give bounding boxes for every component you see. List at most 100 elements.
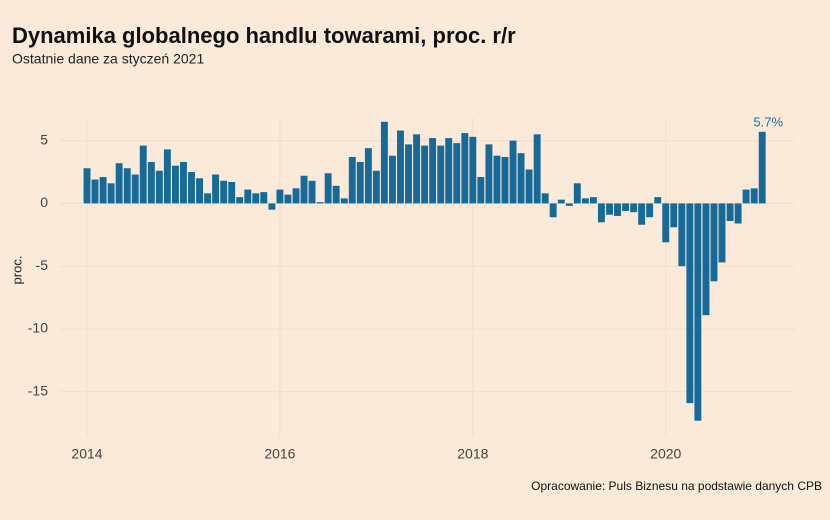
bar [284,194,292,204]
bar [686,203,694,404]
bar [533,134,541,204]
bar [622,203,629,211]
caption: Opracowanie: Puls Biznesu na podstawie d… [531,479,822,493]
bar [228,182,236,204]
bar [437,145,445,204]
bar [139,145,147,204]
bar [710,203,718,282]
bar [525,169,533,204]
chart-title: Dynamika globalnego handlu towarami, pro… [12,23,516,48]
bar [91,179,99,204]
y-tick-label: 5 [40,131,48,147]
bar [372,170,380,204]
y-tick-label: -10 [28,320,48,336]
bar [220,180,228,204]
bar [517,153,525,204]
chart-subtitle: Ostatnie dane za styczeń 2021 [12,51,204,67]
bar [196,178,204,204]
bar [573,183,581,204]
bar [509,140,517,204]
bar [565,203,573,206]
bar [477,177,485,204]
x-tick-label: 2016 [264,446,295,462]
bar [172,165,179,204]
y-axis-label: proc. [9,256,24,285]
bar [123,168,131,204]
bar [557,199,565,204]
bar [678,203,686,267]
bar [445,138,453,204]
bar [324,173,332,204]
bar [340,198,348,204]
bar [236,197,244,204]
y-tick-label: -5 [36,257,49,273]
bar [718,203,726,263]
bar [204,193,212,204]
bar [694,203,702,421]
bar [670,203,678,228]
x-tick-label: 2014 [71,446,102,462]
bar [83,168,91,204]
bar [115,163,123,204]
bar [316,202,324,204]
bar [493,155,501,204]
bar [485,144,493,204]
bar [180,161,187,204]
bar [188,172,195,204]
bar [332,185,340,204]
bar [268,203,276,210]
bar [421,145,429,204]
bar [461,133,469,204]
y-tick-label: -15 [28,382,48,398]
bar [99,177,107,204]
bar [276,189,284,204]
bar [252,193,260,204]
bar [581,198,589,204]
bar [405,144,412,204]
bar [380,121,388,204]
bar [131,174,139,204]
bar [742,189,750,204]
x-tick-label: 2020 [650,446,681,462]
bar [654,197,662,204]
bar [726,203,734,221]
bar [750,188,758,204]
bar [646,203,654,218]
bar [348,156,356,204]
x-tick-label: 2018 [457,446,488,462]
bar [758,131,766,204]
bar [501,156,509,204]
bar [606,203,613,215]
bar [734,203,742,224]
bar [389,155,396,204]
bar [147,161,155,204]
bar [397,130,404,204]
bar [549,203,557,218]
bar [292,188,300,204]
bar [662,203,670,243]
y-tick-label: 0 [40,194,48,210]
bar [364,148,372,204]
bar [244,189,252,204]
bar [614,203,621,216]
bar [107,183,115,204]
bar [163,149,171,204]
bar [469,136,477,204]
bar [429,138,437,204]
bar [356,161,364,204]
bar [541,193,549,204]
bar [260,192,268,204]
bar [630,203,638,213]
value-label: 5.7% [753,114,783,129]
bar [212,174,220,204]
bar [638,203,646,225]
bar [597,203,605,223]
bar [453,143,461,204]
bar [308,180,316,204]
bar [589,197,597,204]
bar [155,170,163,204]
bar [300,175,308,204]
bar [702,203,710,316]
bar [413,134,421,204]
